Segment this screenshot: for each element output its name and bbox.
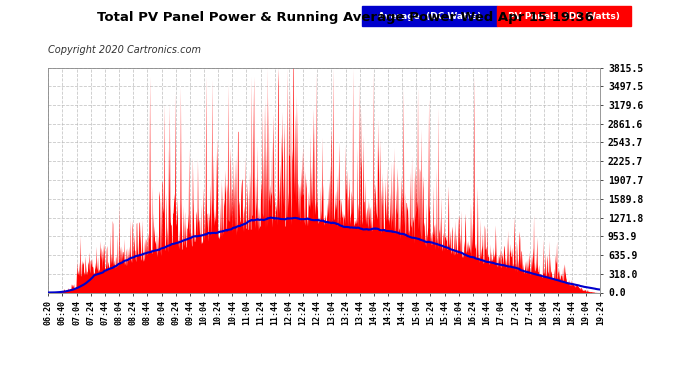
Text: PV Panels  (DC Watts): PV Panels (DC Watts): [508, 12, 620, 21]
Text: Average  (DC Watts): Average (DC Watts): [377, 12, 481, 21]
Bar: [497, 6, 631, 26]
Text: Total PV Panel Power & Running Average Power Wed Apr 15 19:36: Total PV Panel Power & Running Average P…: [97, 11, 593, 24]
Text: Copyright 2020 Cartronics.com: Copyright 2020 Cartronics.com: [48, 45, 201, 55]
Bar: [362, 6, 497, 26]
